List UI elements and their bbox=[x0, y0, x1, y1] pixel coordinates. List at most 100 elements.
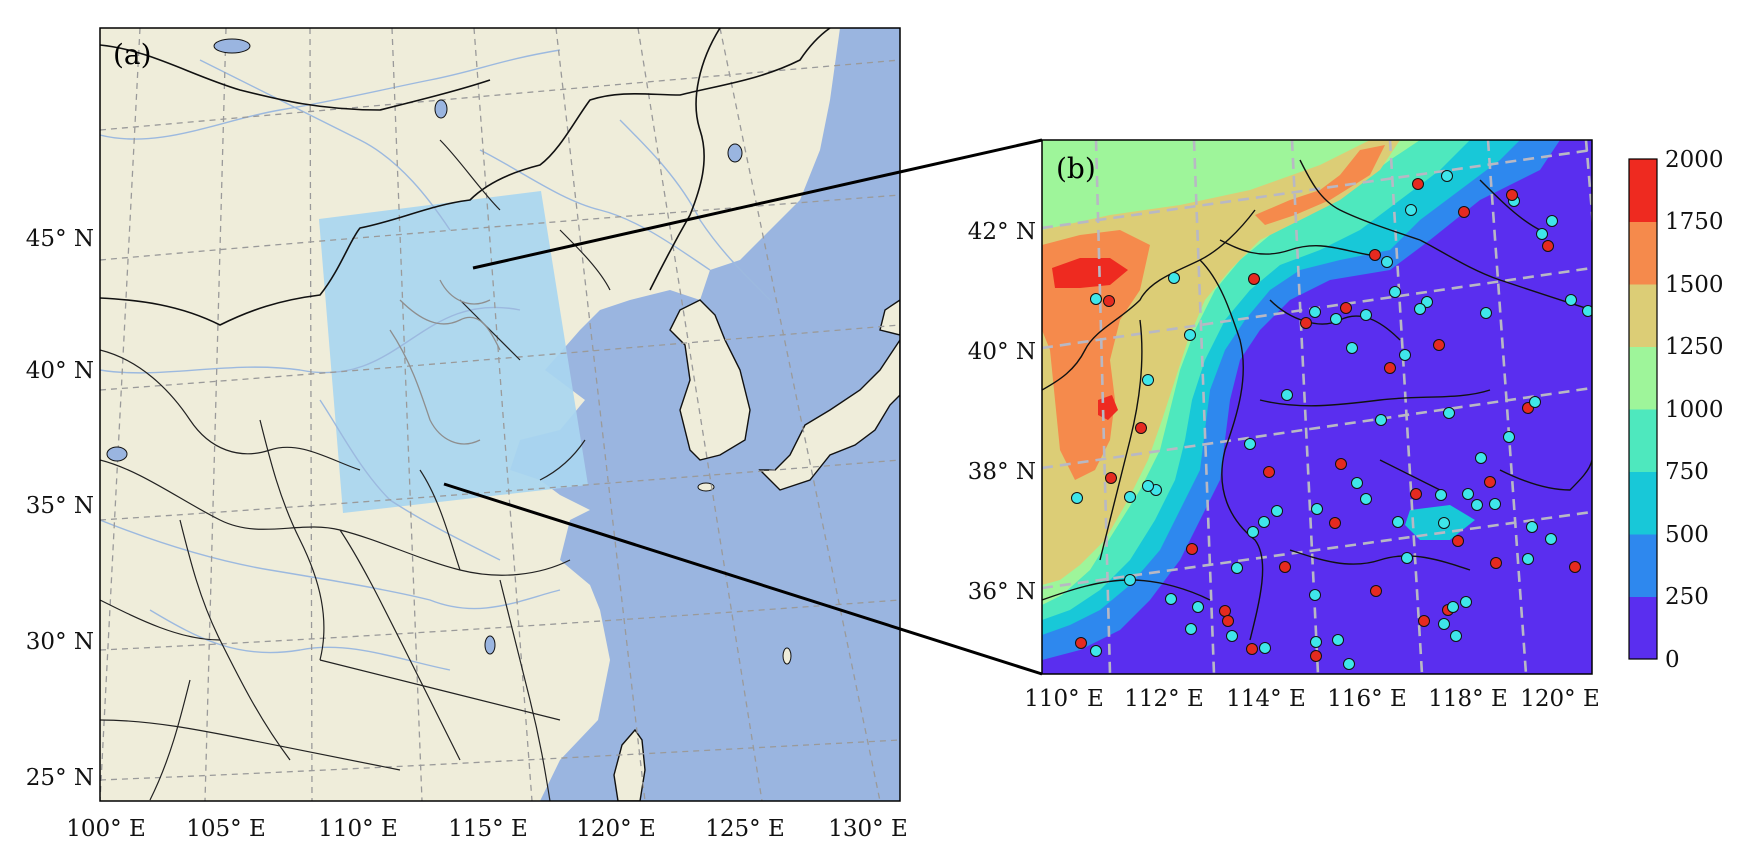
colorbar-segment bbox=[1629, 221, 1657, 285]
station-marker bbox=[1384, 362, 1396, 374]
station-marker bbox=[1410, 488, 1422, 500]
y-tick-label: 45° N bbox=[26, 226, 94, 252]
colorbar-tick-label: 1000 bbox=[1665, 397, 1724, 423]
station-marker bbox=[1142, 374, 1154, 386]
station-marker bbox=[1565, 294, 1577, 306]
y-tick-label: 35° N bbox=[26, 493, 94, 519]
station-marker bbox=[1281, 389, 1293, 401]
station-marker bbox=[1475, 452, 1487, 464]
x-tick-label: 125° E bbox=[705, 816, 785, 842]
province-borders bbox=[100, 139, 611, 801]
station-marker bbox=[1332, 634, 1344, 646]
panel-b-frame bbox=[1041, 139, 1593, 675]
panel-a-x-ticks: 100° E 105° E 110° E 115° E 120° E 125° … bbox=[66, 816, 908, 842]
station-marker bbox=[1075, 637, 1087, 649]
zoom-connector-top bbox=[472, 138, 1043, 270]
station-marker bbox=[1401, 552, 1413, 564]
station-marker bbox=[1165, 593, 1177, 605]
colorbar-tick-label: 750 bbox=[1665, 459, 1709, 485]
station-marker bbox=[1542, 240, 1554, 252]
station-marker bbox=[1522, 553, 1534, 565]
station-marker bbox=[1222, 615, 1234, 627]
colorbar-segment bbox=[1629, 471, 1657, 535]
station-marker bbox=[1185, 623, 1197, 635]
station-marker bbox=[1248, 273, 1260, 285]
station-marker bbox=[1546, 215, 1558, 227]
station-marker bbox=[1582, 305, 1592, 317]
station-marker bbox=[1462, 488, 1474, 500]
station-marker bbox=[1226, 630, 1238, 642]
station-marker bbox=[1526, 521, 1538, 533]
zoom-connector-bottom bbox=[443, 482, 1043, 676]
x-tick-label: 105° E bbox=[186, 816, 266, 842]
station-marker bbox=[1340, 302, 1352, 314]
panel-a-map: (a) 45° N 40° N 35° N 30° N 25° N 100° E… bbox=[26, 27, 908, 842]
y-tick-label: 25° N bbox=[26, 765, 94, 791]
colorbar-segment bbox=[1629, 534, 1657, 597]
colorbar-tick-label: 0 bbox=[1665, 647, 1680, 673]
panel-b-map: (b) 42° N 40° N 38° N 36° N 110° E 112° … bbox=[968, 139, 1600, 712]
island bbox=[782, 647, 792, 665]
station-marker bbox=[1168, 272, 1180, 284]
station-marker bbox=[1244, 438, 1256, 450]
station-marker bbox=[1360, 309, 1372, 321]
station-marker bbox=[1443, 407, 1455, 419]
station-marker bbox=[1392, 516, 1404, 528]
station-marker bbox=[1246, 643, 1258, 655]
y-tick-label: 42° N bbox=[968, 219, 1036, 245]
x-tick-label: 120° E bbox=[1520, 686, 1600, 712]
station-marker bbox=[1452, 535, 1464, 547]
station-marker bbox=[1330, 313, 1342, 325]
station-marker bbox=[1369, 249, 1381, 261]
y-tick-label: 40° N bbox=[26, 358, 94, 384]
station-marker bbox=[1389, 286, 1401, 298]
x-tick-label: 130° E bbox=[828, 816, 908, 842]
x-tick-label: 115° E bbox=[448, 816, 528, 842]
colorbar-segment bbox=[1629, 284, 1657, 347]
station-marker bbox=[1438, 618, 1450, 630]
lake bbox=[484, 635, 496, 655]
station-marker bbox=[1103, 295, 1115, 307]
colorbar-tick-label: 1250 bbox=[1665, 334, 1724, 360]
station-marker bbox=[1536, 228, 1548, 240]
station-marker bbox=[1279, 561, 1291, 573]
elevation-band-1500 bbox=[1255, 145, 1385, 225]
station-marker bbox=[1311, 503, 1323, 515]
station-marker bbox=[1529, 396, 1541, 408]
station-marker bbox=[1329, 517, 1341, 529]
station-marker bbox=[1090, 645, 1102, 657]
colorbar-segment bbox=[1629, 596, 1657, 660]
panel-b-borders bbox=[1042, 159, 1592, 641]
station-marker bbox=[1405, 204, 1417, 216]
colorbar-ticks: 2000 1750 1500 1250 1000 750 500 250 0 bbox=[1665, 147, 1724, 673]
station-marker bbox=[1421, 296, 1433, 308]
station-marker bbox=[1309, 589, 1321, 601]
x-tick-label: 110° E bbox=[318, 816, 398, 842]
x-tick-label: 100° E bbox=[66, 816, 146, 842]
station-marker bbox=[1471, 499, 1483, 511]
station-marker bbox=[1310, 650, 1322, 662]
elevation-band-1500 bbox=[1042, 230, 1150, 480]
colorbar-segment bbox=[1629, 159, 1657, 222]
station-marker bbox=[1192, 601, 1204, 613]
station-marker bbox=[1375, 414, 1387, 426]
panel-b-y-ticks: 42° N 40° N 38° N 36° N bbox=[968, 219, 1036, 605]
station-marker bbox=[1370, 585, 1382, 597]
domain-province-lines bbox=[389, 279, 501, 445]
station-marker bbox=[1124, 491, 1136, 503]
colorbar-tick-label: 1500 bbox=[1665, 272, 1724, 298]
station-marker bbox=[1219, 605, 1231, 617]
colorbar-segments bbox=[1629, 159, 1657, 660]
station-marker bbox=[1346, 342, 1358, 354]
station-marker bbox=[1124, 574, 1136, 586]
station-marker bbox=[1310, 636, 1322, 648]
korea-peninsula bbox=[669, 299, 751, 461]
station-marker bbox=[1569, 561, 1581, 573]
panel-b-label: (b) bbox=[1056, 152, 1096, 185]
study-domain-box bbox=[319, 191, 588, 513]
country-borders bbox=[100, 28, 831, 326]
station-marker bbox=[1090, 293, 1102, 305]
station-marker bbox=[1142, 480, 1154, 492]
panel-a-label: (a) bbox=[113, 38, 152, 71]
station-marker bbox=[1480, 307, 1492, 319]
